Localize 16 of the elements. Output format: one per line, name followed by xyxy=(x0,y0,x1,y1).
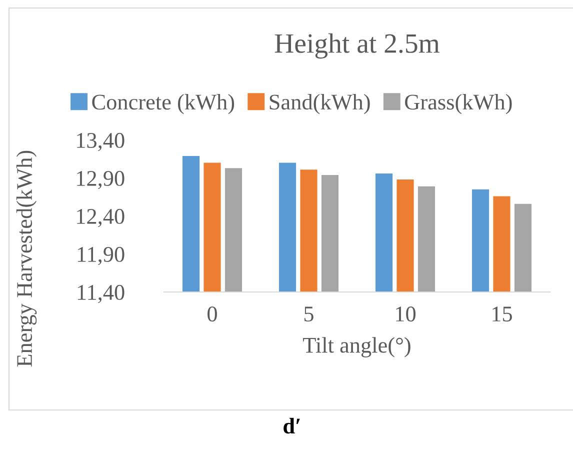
text: d′ xyxy=(284,418,300,434)
legend-label: Sand(kWh) xyxy=(270,94,370,114)
x-tick-label: 5 xyxy=(304,306,314,322)
y-tick-label: 11,40 xyxy=(78,284,124,304)
y-tick-label: 13,40 xyxy=(77,132,124,152)
x-tick-label: 0 xyxy=(208,306,217,322)
legend-label: Grass(kWh) xyxy=(405,94,512,114)
x-tick-label: 15 xyxy=(492,306,512,322)
chart-title: Height at 2.5m xyxy=(274,33,440,59)
legend-label: Concrete (kWh) xyxy=(92,94,234,114)
y-tick-label: 12,40 xyxy=(77,208,124,228)
y-tick-label: 12,90 xyxy=(77,170,124,190)
y-axis-title: Energy Harvested(kWh) xyxy=(16,150,37,367)
y-tick-label: 11,90 xyxy=(78,246,124,266)
x-tick-label: 10 xyxy=(396,306,416,322)
x-axis-title: Tilt angle(°) xyxy=(303,337,410,358)
